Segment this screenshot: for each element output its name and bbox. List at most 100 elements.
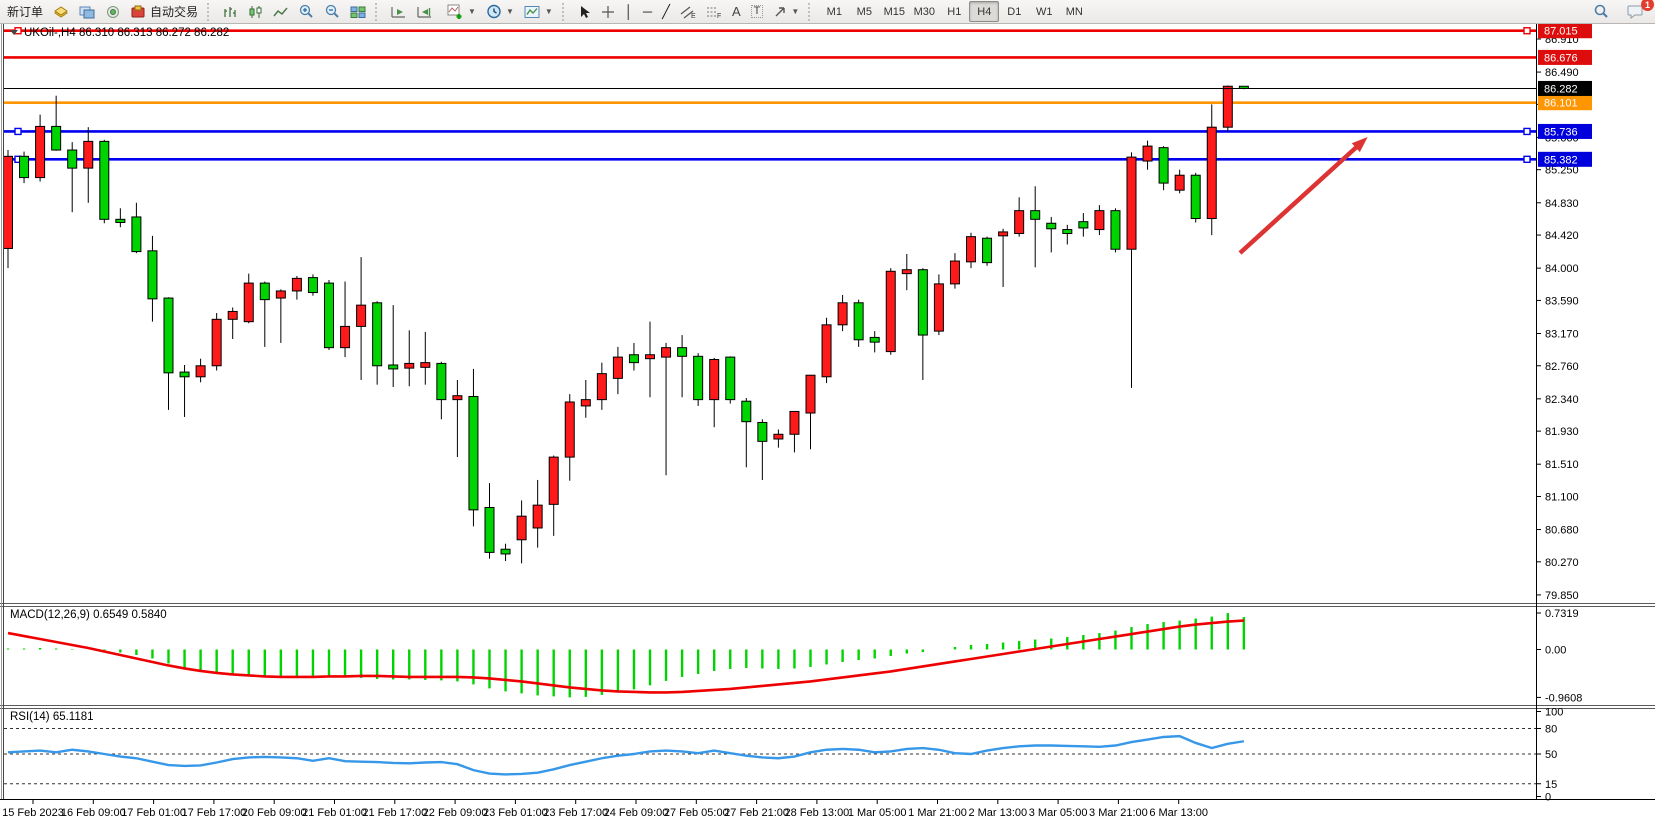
indicators-button[interactable]: ▼ (442, 1, 481, 22)
timeframe-button-h4[interactable]: H4 (969, 1, 1000, 22)
trend-arrow-head[interactable] (1351, 136, 1368, 153)
time-tick-label: 17 Feb 17:00 (181, 807, 246, 819)
candle-body-down (1046, 222, 1057, 230)
candle-body-up (1094, 210, 1105, 231)
toolbar-separator (561, 2, 569, 21)
navigator-button[interactable] (74, 1, 100, 22)
search-icon (1594, 4, 1608, 18)
timeframe-button-w1[interactable]: W1 (1036, 5, 1053, 18)
candle-body-down (115, 218, 126, 223)
price-tag-85.736: 85.736 (1544, 126, 1578, 138)
candle-body-up (1222, 85, 1233, 128)
auto-trading-button[interactable]: 自动交易 (126, 1, 203, 22)
search-button[interactable] (1588, 1, 1614, 22)
notifications-button[interactable]: 1 (1622, 0, 1654, 22)
vertical-line-icon: │ (624, 4, 633, 19)
candle-body-down (869, 336, 880, 343)
signals-button[interactable] (100, 1, 126, 22)
candle-body-down (388, 364, 399, 370)
text-label-tool-button[interactable]: T (746, 1, 769, 22)
candle-body-up (837, 302, 848, 326)
candle-body-up (340, 325, 351, 349)
rsi-tick-label: 15 (1545, 779, 1557, 791)
timeframe-button-h1[interactable]: H1 (947, 5, 962, 18)
crosshair-tool-button[interactable] (596, 1, 620, 22)
timeframe-button-m30[interactable]: M30 (913, 5, 935, 18)
candle-body-down (1158, 147, 1169, 184)
macd-label: MACD(12,26,9) 0.6549 0.5840 (10, 609, 167, 621)
timeframe-button-mn[interactable]: MN (1065, 5, 1083, 18)
line-handle[interactable] (14, 127, 22, 136)
navigator-icon (79, 6, 95, 18)
trendline-tool-button[interactable]: ╱ (657, 1, 675, 22)
tile-windows-button[interactable] (345, 1, 371, 22)
line-handle[interactable] (1523, 27, 1531, 35)
bar-chart-icon (224, 6, 236, 17)
candle-body-down (500, 548, 511, 555)
market-watch-button[interactable] (48, 1, 74, 22)
periods-button[interactable]: ▼ (481, 1, 519, 22)
candlestick-mode-button[interactable] (243, 1, 268, 22)
candle-body-up (645, 354, 655, 360)
time-tick-label: 20 Feb 09:00 (242, 807, 307, 819)
market-watch-icon (54, 5, 68, 18)
candle-body-up (805, 374, 816, 414)
toolbar-separator (375, 2, 382, 21)
zoom-in-button[interactable] (293, 1, 319, 22)
line-chart-mode-button[interactable] (268, 1, 293, 22)
vertical-line-tool-button[interactable]: │ (620, 1, 638, 22)
signals-icon (107, 5, 120, 18)
time-tick-label: 21 Feb 17:00 (362, 807, 427, 819)
timeframe-button-m1[interactable]: M1 (826, 5, 842, 18)
timeframe-button-d1[interactable]: D1 (1007, 5, 1022, 18)
rsi-tick-label: 80 (1545, 724, 1557, 736)
auto-trading-icon (131, 5, 145, 17)
time-tick-label: 1 Mar 05:00 (848, 807, 907, 819)
time-tick-label: 3 Mar 21:00 (1089, 807, 1148, 819)
price-tick-label: 81.510 (1545, 459, 1579, 471)
horizontal-line-tool-button[interactable]: ─ (638, 1, 657, 22)
time-tick-label: 6 Mar 13:00 (1149, 807, 1208, 819)
candle-body-up (821, 324, 832, 378)
zoom-out-button[interactable] (319, 1, 345, 22)
timeframe-button-m5[interactable]: M5 (856, 5, 872, 18)
dropdown-caret-icon: ▼ (505, 7, 514, 16)
trend-arrow-line[interactable] (1238, 141, 1363, 255)
rsi-tick-label: 50 (1545, 749, 1557, 761)
candle-body-down (259, 282, 270, 301)
fibonacci-tool-button[interactable]: F (701, 1, 727, 22)
candle-body-up (966, 236, 976, 263)
price-tag-85.382-bg (1538, 151, 1592, 167)
dropdown-caret-icon: ▼ (468, 7, 476, 16)
cursor-tool-button[interactable] (573, 1, 596, 22)
chart-shift-button[interactable] (412, 1, 438, 22)
line-handle[interactable] (1523, 155, 1531, 164)
candle-body-up (596, 373, 607, 401)
auto-scroll-button[interactable] (386, 1, 412, 22)
line-handle[interactable] (1523, 127, 1531, 136)
indicators-add-icon (447, 4, 462, 19)
new-order-button[interactable]: 新订单 (2, 1, 48, 22)
rsi-tick-label: 0 (1545, 792, 1551, 804)
macd-tick-label: 0.00 (1545, 645, 1566, 657)
price-tag-85.382: 85.382 (1544, 154, 1578, 166)
timeframe-button-m15[interactable]: M15 (883, 5, 905, 18)
templates-button[interactable]: ▼ (519, 1, 558, 22)
arrows-tool-button[interactable]: ▼ (768, 1, 804, 22)
macd-tick-label: 0.7319 (1545, 608, 1579, 620)
templates-icon (524, 5, 540, 18)
candle-body-down (1078, 221, 1089, 229)
candle-body-up (580, 399, 591, 407)
symbol-dropdown-icon[interactable] (10, 30, 18, 35)
candle-body-down (853, 302, 864, 341)
price-tick-label: 85.250 (1545, 165, 1579, 177)
channel-tool-button[interactable]: E (675, 1, 701, 22)
candle-body-up (1142, 145, 1153, 162)
bar-chart-mode-button[interactable] (218, 1, 243, 22)
text-tool-button[interactable]: A (727, 1, 746, 22)
new-order-label: 新订单 (7, 5, 44, 19)
candle-body-up (548, 456, 559, 505)
candle-body-down (484, 507, 495, 553)
